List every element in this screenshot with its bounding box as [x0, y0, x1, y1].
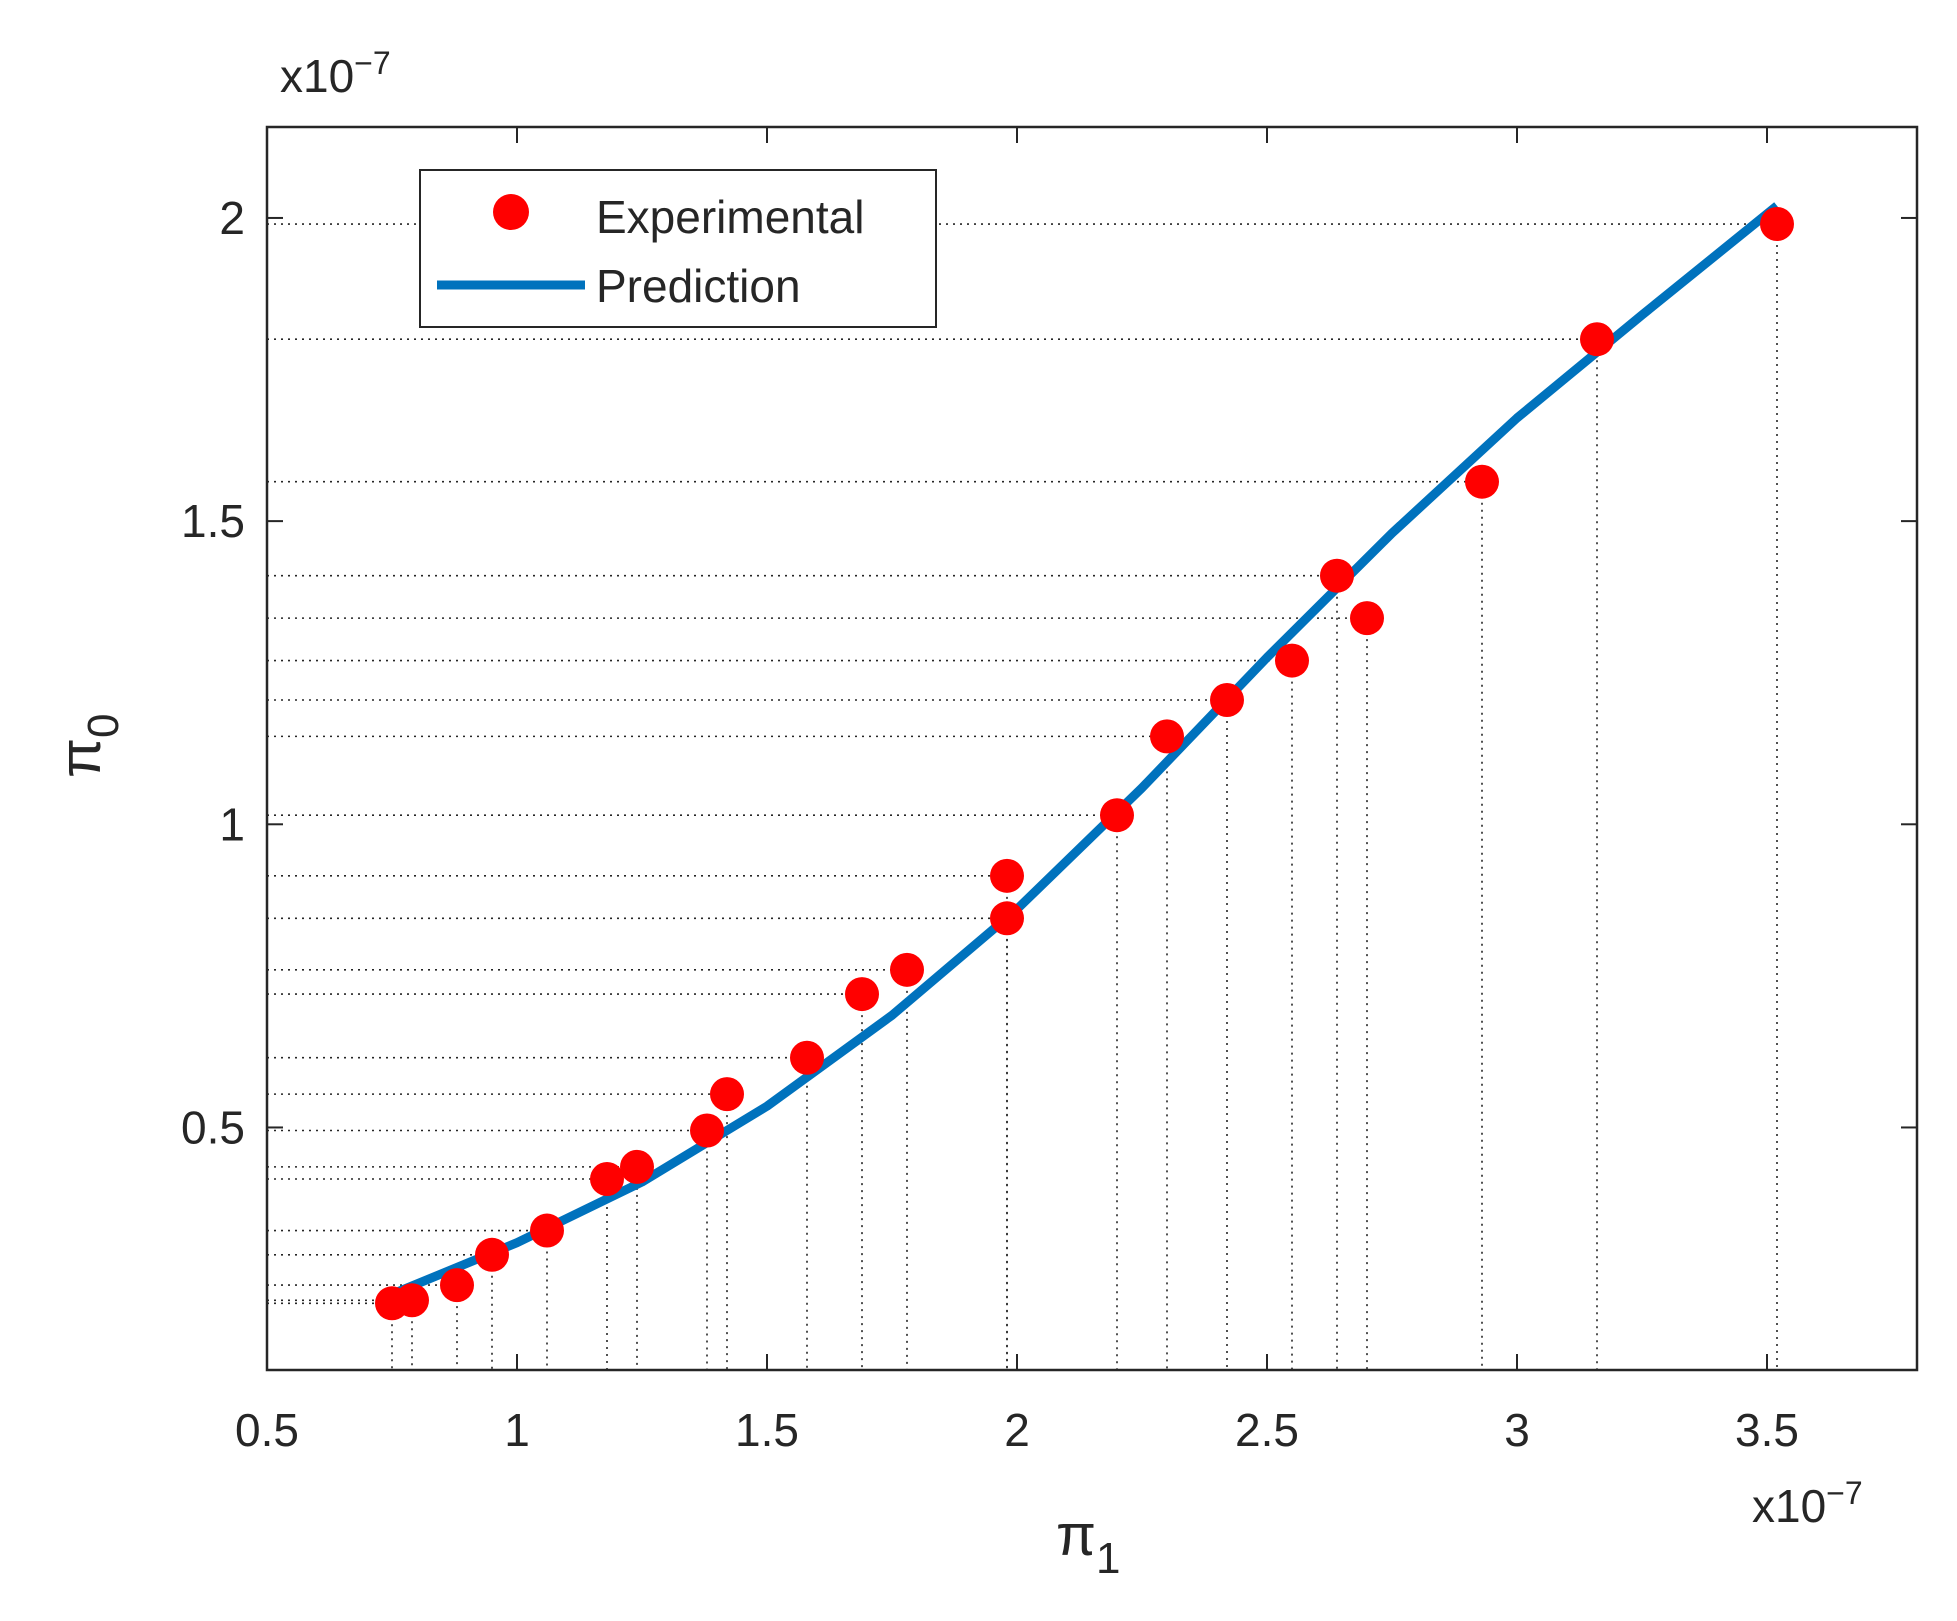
- x-tick-label: 2: [1004, 1404, 1030, 1456]
- legend-label-experimental: Experimental: [596, 191, 864, 243]
- x-exponent-label: x10−7: [1752, 1475, 1863, 1532]
- y-tick-labels: 0.5 1 1.5 2: [181, 192, 245, 1154]
- x-tick-label: 1.5: [735, 1404, 799, 1456]
- legend-label-prediction: Prediction: [596, 260, 801, 312]
- x-tick-label: 3: [1504, 1404, 1530, 1456]
- experimental-point: [890, 952, 924, 987]
- legend: Experimental Prediction: [419, 169, 937, 328]
- experimental-point: [475, 1237, 509, 1272]
- legend-marker-experimental: [493, 194, 529, 230]
- experimental-point: [845, 977, 879, 1012]
- y-tick-label: 0.5: [181, 1101, 245, 1153]
- experimental-point: [790, 1040, 824, 1075]
- experimental-point: [710, 1077, 744, 1112]
- experimental-point: [1100, 798, 1134, 833]
- drop-lines: [267, 223, 1778, 1370]
- experimental-point: [1275, 643, 1309, 678]
- experimental-point: [395, 1283, 429, 1318]
- x-tick-label: 0.5: [235, 1404, 299, 1456]
- plot-area: [265, 125, 1919, 1372]
- x-axis-title: π1: [1056, 1503, 1121, 1583]
- experimental-points: [375, 207, 1794, 1321]
- experimental-point: [1350, 601, 1384, 636]
- y-axis-title: π0: [48, 713, 128, 778]
- experimental-point: [620, 1149, 654, 1184]
- y-tick-label: 2: [219, 192, 245, 244]
- x-tick-labels: 0.5 1 1.5 2 2.5 3 3.5: [235, 1404, 1799, 1456]
- x-tick-label: 2.5: [1235, 1404, 1299, 1456]
- experimental-point: [990, 901, 1024, 936]
- x-tick-label: 3.5: [1735, 1404, 1799, 1456]
- axis-ticks: [266, 127, 1917, 1370]
- x-tick-label: 1: [504, 1404, 530, 1456]
- experimental-point: [590, 1162, 624, 1197]
- y-tick-label: 1.5: [181, 495, 245, 547]
- experimental-point: [1210, 682, 1244, 717]
- prediction-line: [390, 202, 1780, 1299]
- experimental-point: [1320, 558, 1354, 593]
- experimental-point: [1580, 322, 1614, 357]
- experimental-point: [440, 1268, 474, 1303]
- y-tick-label: 1: [219, 798, 245, 850]
- experimental-point: [690, 1113, 724, 1148]
- y-exponent-label: x10−7: [280, 45, 391, 102]
- experimental-point: [1760, 207, 1794, 242]
- experimental-point: [530, 1213, 564, 1248]
- experimental-point: [990, 858, 1024, 893]
- experimental-point: [1150, 719, 1184, 754]
- experimental-point: [1465, 464, 1499, 499]
